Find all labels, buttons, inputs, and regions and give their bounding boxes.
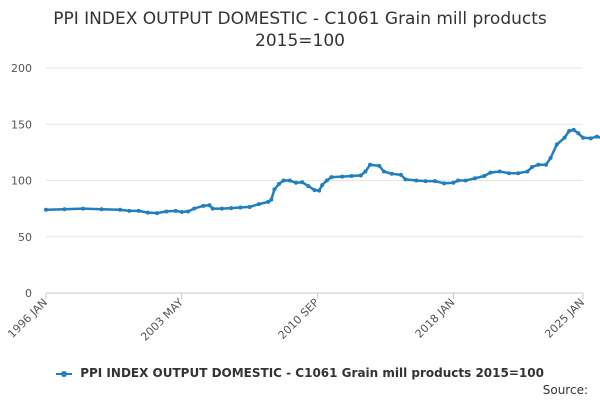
y-tick-label-0: 0	[25, 287, 32, 300]
data-point-0-57	[506, 171, 511, 176]
data-point-0-29	[300, 180, 305, 185]
y-tick-label-200: 200	[11, 62, 32, 75]
data-point-0-42	[381, 169, 386, 174]
chart-title: PPI INDEX OUTPUT DOMESTIC - C1061 Grain …	[53, 9, 547, 29]
data-point-0-69	[581, 135, 585, 140]
data-point-0-27	[287, 178, 292, 183]
data-point-0-21	[256, 202, 261, 207]
source-label: Source:	[542, 383, 588, 397]
data-point-0-2	[81, 206, 86, 211]
data-point-0-66	[567, 129, 572, 133]
x-tick-label-3: 2018 JAN	[413, 296, 458, 341]
data-point-0-61	[536, 162, 541, 167]
data-point-0-9	[164, 209, 169, 214]
data-point-0-51	[456, 178, 461, 183]
data-point-0-64	[554, 142, 559, 147]
data-point-0-7	[145, 210, 150, 215]
data-point-0-10	[173, 208, 178, 213]
data-point-0-49	[442, 181, 447, 186]
data-point-0-22	[266, 199, 271, 204]
legend-label: PPI INDEX OUTPUT DOMESTIC - C1061 Grain …	[80, 366, 544, 380]
data-point-0-23	[269, 197, 274, 202]
data-point-0-30	[306, 184, 311, 189]
data-point-0-8	[155, 211, 160, 216]
data-point-0-37	[349, 174, 354, 178]
data-point-0-35	[329, 175, 334, 180]
data-point-0-16	[210, 206, 215, 211]
x-tick-label-4: 2025 JAN	[542, 296, 587, 341]
chart-subtitle: 2015=100	[255, 31, 345, 51]
data-point-0-33	[320, 183, 325, 187]
data-point-0-36	[340, 174, 345, 179]
legend-line-marker-icon	[56, 369, 73, 379]
data-point-0-19	[238, 205, 243, 210]
series-line-0	[44, 128, 600, 215]
data-point-0-62	[543, 162, 548, 167]
data-point-0-59	[525, 169, 530, 174]
data-point-0-56	[497, 169, 502, 174]
x-tick-label-1: 2003 MAY	[138, 296, 186, 344]
data-point-0-6	[136, 208, 141, 213]
data-point-0-47	[423, 179, 428, 184]
x-tick-label-0: 1996 JAN	[5, 296, 50, 341]
data-point-0-3	[99, 207, 104, 212]
data-point-0-39	[363, 169, 368, 174]
data-point-0-45	[403, 177, 408, 182]
legend[interactable]: PPI INDEX OUTPUT DOMESTIC - C1061 Grain …	[0, 366, 600, 380]
data-point-0-38	[358, 173, 363, 178]
data-point-0-50	[451, 180, 456, 185]
chart-title-block: PPI INDEX OUTPUT DOMESTIC - C1061 Grain …	[0, 8, 600, 52]
y-tick-label-50: 50	[18, 231, 32, 244]
series-layer	[44, 127, 600, 216]
axes: 0 50 100 150 200 1996 JAN 2003 MAY 2010 SEP 2018…	[5, 62, 587, 344]
data-point-0-0	[44, 207, 48, 212]
data-point-0-53	[472, 176, 477, 181]
data-point-0-15	[207, 203, 212, 208]
y-tick-label-100: 100	[11, 175, 32, 188]
data-point-0-13	[192, 206, 197, 211]
data-point-0-34	[324, 178, 329, 183]
data-point-0-46	[414, 178, 419, 183]
data-point-0-40	[368, 162, 373, 167]
data-point-0-31	[312, 188, 317, 193]
grid-lines	[46, 67, 583, 238]
data-point-0-12	[185, 209, 190, 214]
data-point-0-67	[571, 127, 576, 132]
data-point-0-1	[62, 207, 67, 212]
data-point-0-58	[516, 171, 521, 176]
data-point-0-18	[229, 206, 234, 211]
data-point-0-5	[127, 208, 132, 213]
data-point-0-52	[463, 178, 468, 183]
data-point-0-14	[201, 203, 206, 208]
data-point-0-55	[488, 170, 493, 175]
data-point-0-44	[398, 172, 403, 177]
data-point-0-60	[530, 165, 535, 169]
data-point-0-28	[293, 180, 298, 185]
data-point-0-32	[317, 188, 322, 193]
data-point-0-71	[594, 134, 599, 139]
data-point-0-17	[219, 206, 224, 211]
data-point-0-11	[179, 210, 184, 214]
data-point-0-24	[272, 187, 277, 192]
data-point-0-70	[588, 136, 593, 141]
data-point-0-68	[576, 131, 581, 136]
data-point-0-48	[432, 179, 437, 184]
data-point-0-65	[562, 135, 567, 140]
data-point-0-4	[118, 207, 123, 212]
data-point-0-41	[377, 163, 382, 168]
data-point-0-54	[482, 174, 487, 178]
data-point-0-25	[277, 181, 282, 186]
data-point-0-26	[281, 178, 286, 183]
data-point-0-63	[548, 156, 553, 160]
data-point-0-43	[389, 171, 394, 176]
y-tick-label-150: 150	[11, 118, 32, 131]
x-tick-label-2: 2010 SEP	[276, 296, 322, 342]
data-point-0-20	[247, 204, 252, 209]
